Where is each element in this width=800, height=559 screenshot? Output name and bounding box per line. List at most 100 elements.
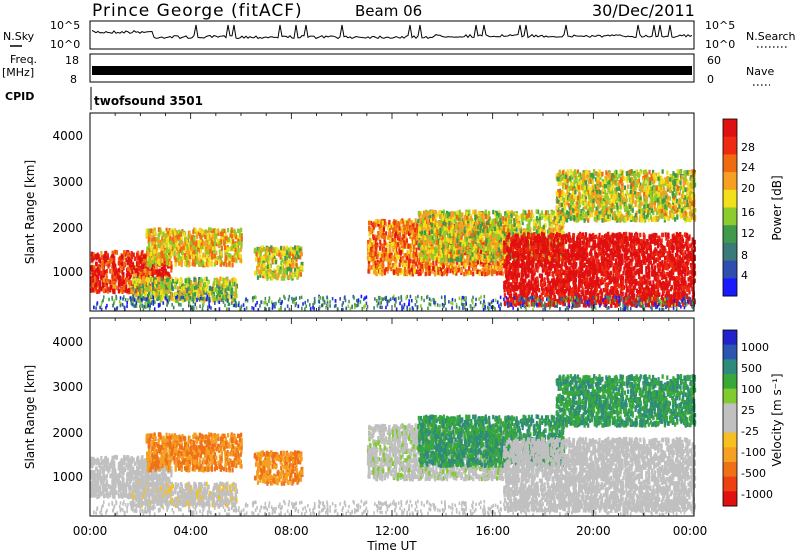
power-cell (103, 289, 105, 294)
power-cell (254, 271, 256, 276)
power-cell (168, 244, 170, 249)
power-cell (200, 235, 202, 240)
power-cell (117, 273, 119, 278)
power-cell (165, 269, 167, 274)
power-cell (146, 229, 148, 234)
power-cell (100, 271, 102, 276)
power-cell (444, 270, 446, 275)
power-cell (113, 263, 115, 268)
power-cell (160, 291, 162, 296)
power-cell (394, 234, 396, 239)
noise-right-tick-top: 10^5 (705, 19, 735, 32)
power-cell (193, 277, 195, 282)
power-cell (425, 262, 427, 267)
power-cell (231, 288, 233, 293)
power-cell (468, 210, 470, 215)
power-cell (275, 260, 277, 265)
power-cell (404, 243, 406, 248)
power-cell (91, 258, 93, 263)
power-cell (160, 258, 162, 263)
power-cell (280, 269, 282, 274)
power-cell (97, 289, 99, 294)
power-cell (397, 268, 399, 273)
power-cell (111, 274, 113, 279)
power-cell (269, 248, 271, 253)
power-cell (192, 284, 194, 289)
power-cell (408, 254, 410, 259)
power-cell (404, 267, 406, 272)
noise-right-label: N.Search (746, 30, 796, 43)
power-cell (94, 254, 96, 259)
power-cell (127, 267, 129, 272)
power-cell (131, 255, 133, 260)
power-cell (488, 270, 490, 275)
power-cell (268, 260, 270, 265)
power-cell (368, 227, 370, 232)
power-cell (173, 297, 175, 302)
power-cell (488, 265, 490, 270)
power-cell (224, 280, 226, 285)
power-cell (276, 267, 278, 272)
power-cell (214, 254, 216, 259)
power-cell (452, 225, 454, 230)
power-cell (237, 241, 239, 246)
power-cell (425, 272, 427, 277)
power-cell (405, 253, 407, 258)
power-cell (97, 281, 99, 286)
power-cell (377, 254, 379, 259)
power-cell (231, 263, 233, 268)
power-cell (375, 271, 377, 276)
power-cell (269, 265, 271, 270)
power-cell (266, 247, 268, 252)
power-cell (145, 292, 147, 297)
power-cell (169, 280, 171, 285)
power-cell (408, 270, 410, 275)
power-cell (372, 234, 374, 239)
power-cell (167, 290, 169, 295)
power-cell (163, 239, 165, 244)
power-cell (432, 261, 434, 266)
power-cell (367, 269, 369, 274)
power-cell (472, 272, 474, 277)
power-cell (110, 258, 112, 263)
power-cell (93, 265, 95, 270)
freq-right-tick-top: 60 (707, 54, 721, 67)
power-cell (234, 293, 236, 298)
power-cell (124, 250, 126, 255)
power-cell (183, 286, 185, 291)
power-cell (164, 243, 166, 248)
power-cell (377, 219, 379, 224)
power-cell (196, 260, 198, 265)
power-cell (220, 290, 222, 295)
power-cell (179, 239, 181, 244)
power-cell (135, 293, 137, 298)
power-cell (427, 217, 429, 222)
power-cell (102, 261, 104, 266)
power-cell (283, 247, 285, 252)
power-cell (287, 275, 289, 280)
power-cell (368, 257, 370, 262)
power-cell (435, 266, 437, 271)
freq-left-label: Freq. (10, 53, 37, 66)
power-cell (138, 261, 140, 266)
power-cell (198, 261, 200, 266)
power-cell (283, 276, 285, 281)
power-cell (154, 257, 156, 262)
power-cell (289, 252, 291, 257)
power-cell (164, 279, 166, 284)
power-cell (202, 260, 204, 265)
power-cell (452, 267, 454, 272)
power-cell (212, 294, 214, 299)
power-cell (263, 247, 265, 252)
power-cell (297, 255, 299, 260)
power-cell (392, 233, 394, 238)
power-cell (459, 222, 461, 227)
power-cell (222, 232, 224, 237)
power-cell (223, 229, 225, 234)
power-cell (225, 255, 227, 260)
power-cell (259, 270, 261, 275)
freq-band (92, 66, 692, 75)
power-cell (159, 269, 161, 274)
power-cell (395, 263, 397, 268)
power-cell (195, 250, 197, 255)
